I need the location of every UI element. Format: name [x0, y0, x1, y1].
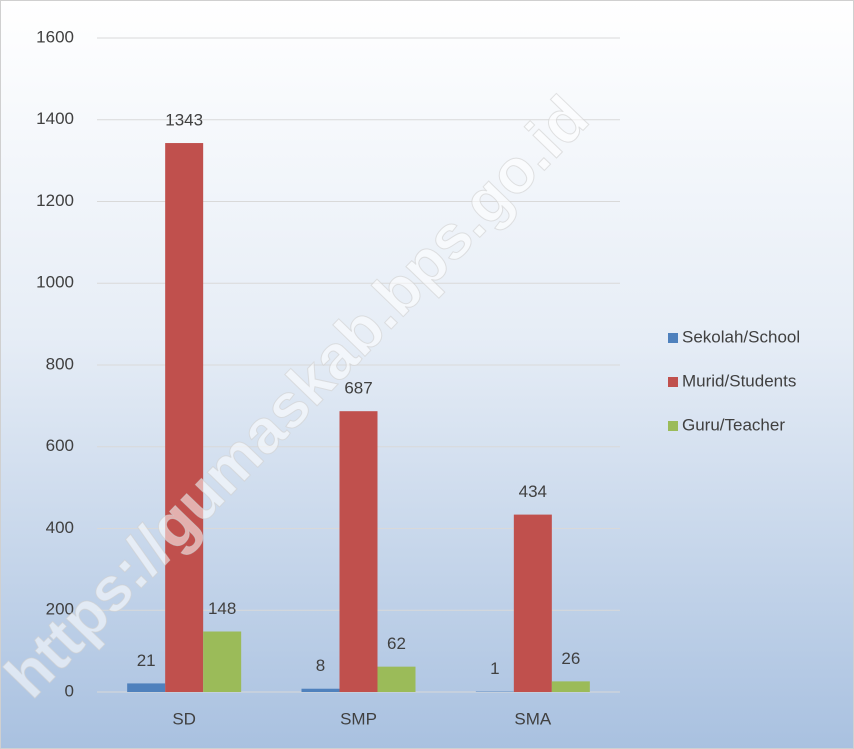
legend-label: Sekolah/School — [682, 327, 800, 346]
data-label: 148 — [208, 599, 236, 618]
legend-label: Guru/Teacher — [682, 415, 785, 434]
y-tick-label: 0 — [65, 681, 74, 700]
bar — [513, 514, 552, 692]
y-tick-label: 1200 — [36, 191, 74, 210]
y-tick-label: 600 — [46, 436, 74, 455]
bar — [377, 666, 416, 692]
x-tick-label: SMA — [514, 709, 552, 728]
data-label: 687 — [344, 379, 372, 398]
bar — [203, 631, 242, 692]
y-tick-label: 400 — [46, 518, 74, 537]
y-tick-label: 1400 — [36, 109, 74, 128]
data-label: 434 — [519, 482, 547, 501]
y-tick-label: 1600 — [36, 27, 74, 46]
bar — [551, 681, 590, 692]
y-tick-label: 1000 — [36, 273, 74, 292]
data-label: 21 — [137, 651, 156, 670]
data-label: 1343 — [165, 111, 203, 130]
legend-swatch — [668, 421, 678, 431]
legend-label: Murid/Students — [682, 371, 796, 390]
bar — [127, 683, 166, 692]
bar — [165, 143, 204, 692]
data-label: 62 — [387, 634, 406, 653]
bar — [301, 688, 340, 692]
data-label: 1 — [490, 659, 499, 678]
y-tick-label: 800 — [46, 354, 74, 373]
data-label: 8 — [316, 656, 325, 675]
legend-swatch — [668, 333, 678, 343]
data-label: 26 — [561, 649, 580, 668]
x-tick-label: SMP — [340, 709, 377, 728]
y-tick-label: 200 — [46, 600, 74, 619]
bar — [339, 411, 378, 692]
x-tick-label: SD — [172, 709, 196, 728]
legend-swatch — [668, 377, 678, 387]
